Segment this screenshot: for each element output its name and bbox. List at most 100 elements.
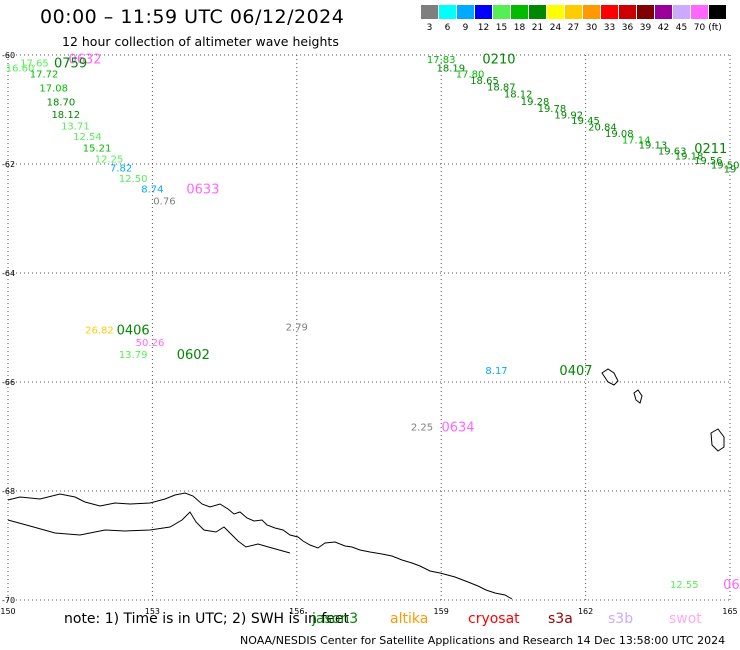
track-time-label: 0633: [186, 183, 219, 198]
axis-labels: -60 -62 -64 -66 -68 -70 150 153 156 159 162 165: [0, 51, 737, 616]
legend-label: 42: [657, 23, 670, 33]
legend-label: 3: [426, 23, 433, 33]
lon-tick-label: 156: [289, 607, 304, 616]
legend-label: 70: [693, 23, 706, 33]
track-time-label: 0211: [694, 142, 727, 157]
lat-tick-label: -66: [2, 378, 15, 387]
legend-swatch: [601, 5, 618, 19]
legend-label: 39: [639, 23, 652, 33]
legend-swatch: [655, 5, 672, 19]
island: [710, 428, 725, 452]
legend-label: 24: [549, 23, 562, 33]
legend-swatch: [421, 5, 438, 19]
legend-label: 33: [603, 23, 616, 33]
map-subtitle: 12 hour collection of altimeter wave hei…: [62, 34, 339, 49]
wave-height-value: 8.74: [141, 185, 163, 196]
wave-height-value: 20.84: [588, 122, 617, 133]
wave-height-value: 19.50: [711, 161, 740, 172]
legend-swatch: [547, 5, 564, 19]
wave-height-value: 18.19: [437, 64, 466, 75]
legend-label: 18: [513, 23, 526, 33]
wave-height-value: 16.60: [6, 64, 35, 75]
track-time-label: 0759: [54, 57, 87, 72]
map-title: 00:00 – 11:59 UTC 06/12/2024: [40, 6, 345, 28]
legend-label: 6: [444, 23, 451, 33]
lon-tick-label: 162: [578, 607, 593, 616]
wave-height-value: 18.87: [487, 83, 516, 94]
coastal-inlet: [7, 511, 291, 554]
wave-height-value: 18.70: [47, 97, 76, 108]
legend-unit: (ft): [708, 23, 722, 33]
legend-swatch: [709, 5, 726, 19]
lon-tick-label: 165: [722, 607, 737, 616]
lat-tick-label: -68: [2, 487, 15, 496]
lat-tick-label: -70: [2, 596, 15, 605]
wave-height-value: 13.79: [119, 350, 148, 361]
wave-height-value: 12.25: [95, 155, 124, 166]
legend-swatch: [529, 5, 546, 19]
track-time-label: 0406: [117, 324, 150, 339]
wave-height-value: 7.82: [110, 163, 132, 174]
wave-height-value: 8.17: [485, 366, 507, 377]
wave-height-value: 17.83: [427, 55, 456, 66]
legend-swatch: [637, 5, 654, 19]
wave-height-value: 19.92: [554, 110, 583, 121]
legend-swatch: [673, 5, 690, 19]
satellite-name: swot: [669, 611, 702, 627]
footer-note: note: 1) Time is in UTC; 2) SWH is in fe…: [64, 611, 350, 627]
wave-height-value: 17.72: [30, 70, 59, 81]
satellite-legend: jason3 altika cryosat s3a s3b swot: [0, 611, 740, 631]
lon-tick-label: 153: [145, 607, 160, 616]
lon-tick-label: 150: [0, 607, 15, 616]
track-time-label: 0635: [723, 578, 740, 593]
footer-credit: NOAA/NESDIS Center for Satellite Applica…: [240, 634, 726, 647]
lat-tick-label: -62: [2, 160, 15, 169]
wave-height-value: 17.65: [20, 59, 49, 70]
wave-height-value: 19.08: [605, 129, 634, 140]
legend-label: 12: [477, 23, 490, 33]
legend-swatch: [475, 5, 492, 19]
legend-label: 15: [495, 23, 508, 33]
wave-height-value: 17.08: [39, 84, 68, 95]
island: [601, 368, 619, 386]
wave-height-value: 17.80: [456, 70, 485, 81]
lat-tick-label: -64: [2, 269, 15, 278]
wave-height-value: 50.26: [136, 338, 165, 349]
track-time-label: 0210: [482, 52, 515, 67]
track-time-label: 0632: [68, 52, 101, 67]
legend-swatch: [457, 5, 474, 19]
wave-height-value: 18.65: [470, 76, 499, 87]
lon-tick-label: 159: [434, 607, 449, 616]
wave-height-value: 19: [724, 164, 737, 175]
wave-height-value: 19.18: [675, 151, 704, 162]
observation-values: 17.6516.6017.7217.0818.7018.1213.7112.54…: [6, 55, 740, 591]
satellite-name: jason3: [312, 611, 359, 627]
wave-height-value: 19.78: [538, 104, 567, 115]
wave-height-value: 19.63: [658, 146, 687, 157]
legend-label: 36: [621, 23, 634, 33]
legend-swatch: [619, 5, 636, 19]
legend-label: 30: [585, 23, 598, 33]
coastline: [7, 368, 725, 600]
wave-height-value: 13.71: [61, 121, 90, 132]
satellite-name: altika: [390, 611, 429, 627]
wave-height-value: 17.14: [622, 135, 651, 146]
legend-swatch: [691, 5, 708, 19]
legend-swatch: [439, 5, 456, 19]
legend-label: 21: [531, 23, 544, 33]
wave-height-value: 19.13: [639, 140, 668, 151]
satellite-name: s3b: [608, 611, 634, 627]
track-time-label: 0634: [441, 421, 474, 436]
legend-label: 27: [567, 23, 580, 33]
wave-height-value: 12.55: [670, 580, 699, 591]
wave-height-value: 26.82: [85, 326, 114, 337]
lat-tick-label: -60: [2, 51, 15, 60]
satellite-name: s3a: [548, 611, 573, 627]
wave-height-value: 15.21: [83, 144, 112, 155]
antarctic-coastline: [7, 492, 513, 600]
wave-height-value: 19.56: [694, 156, 723, 167]
track-time-label: 0407: [559, 364, 592, 379]
wave-height-value: 19.45: [571, 116, 600, 127]
